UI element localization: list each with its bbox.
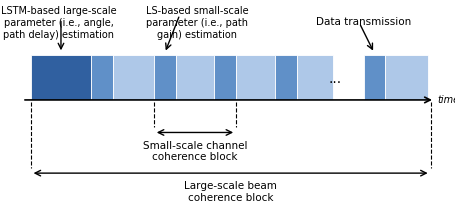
Text: ...: ... [329,72,342,86]
Bar [385,55,428,100]
Text: Small-scale channel
coherence block: Small-scale channel coherence block [143,141,247,162]
Bar [364,55,385,100]
Text: time: time [437,95,455,105]
Bar [275,55,297,100]
Bar [176,55,214,100]
Bar [154,55,176,100]
Text: LS-based small-scale
parameter (i.e., path
gain) estimation: LS-based small-scale parameter (i.e., pa… [146,6,248,40]
Bar [113,55,154,100]
Text: Large-scale beam
coherence block: Large-scale beam coherence block [184,181,277,203]
Bar [91,55,113,100]
Bar [297,55,333,100]
Bar [236,55,275,100]
Bar [214,55,236,100]
Text: LSTM-based large-scale
parameter (i.e., angle,
path delay) estimation: LSTM-based large-scale parameter (i.e., … [1,6,116,40]
Bar [30,55,91,100]
Text: Data transmission: Data transmission [316,17,411,27]
